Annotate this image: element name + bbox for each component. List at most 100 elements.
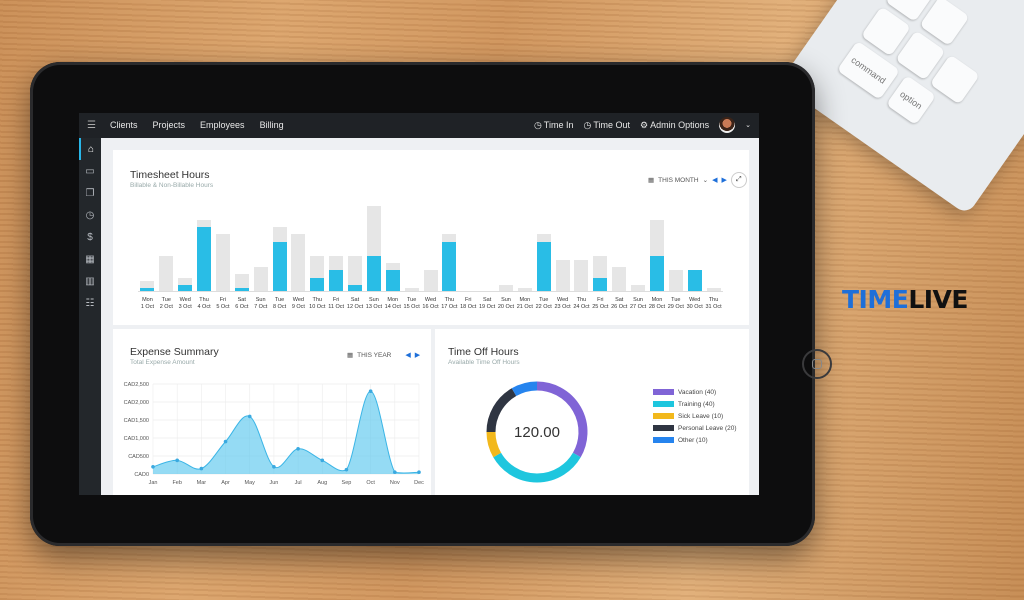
bar-billable[interactable]: [234, 288, 249, 292]
x-tick-label: Nov: [390, 480, 400, 486]
bar-non-billable[interactable]: [442, 234, 457, 242]
next-arrow-icon[interactable]: ▶: [721, 177, 727, 184]
chevron-down-icon[interactable]: ⌄: [702, 177, 709, 184]
prev-arrow-icon[interactable]: ◀: [405, 352, 411, 359]
bar-non-billable[interactable]: [159, 256, 174, 292]
bar-billable[interactable]: [593, 277, 608, 292]
donut-slice[interactable]: [493, 452, 581, 483]
bar-billable[interactable]: [329, 270, 344, 292]
bar-non-billable[interactable]: [291, 234, 306, 292]
x-tick-label: May: [245, 480, 256, 486]
folder-icon[interactable]: ▭: [85, 165, 95, 177]
bar-non-billable[interactable]: [498, 284, 513, 292]
nav-clients[interactable]: Clients: [110, 120, 138, 130]
day-label: Fri 11 Oct: [327, 297, 345, 311]
time-out-button[interactable]: ◷ Time Out: [583, 120, 630, 131]
bar-non-billable[interactable]: [348, 256, 363, 285]
day-date: 20 Oct: [497, 304, 515, 310]
calendar-icon[interactable]: ▦: [85, 253, 95, 265]
bar-billable[interactable]: [348, 284, 363, 292]
day-name: Fri: [332, 297, 340, 303]
logo-time: TIME: [842, 285, 909, 314]
legend-item[interactable]: Vacation (40): [653, 386, 737, 398]
list-icon[interactable]: ☷: [85, 297, 95, 309]
bar-non-billable[interactable]: [178, 277, 193, 285]
avatar[interactable]: [719, 117, 736, 133]
nav-employees[interactable]: Employees: [200, 120, 245, 130]
bar-billable[interactable]: [366, 256, 381, 292]
chevron-down-icon[interactable]: ⌄: [745, 122, 751, 129]
day-label: Wed 23 Oct: [554, 297, 572, 311]
bar-non-billable[interactable]: [140, 281, 155, 289]
dollar-icon[interactable]: $: [87, 231, 93, 243]
home-button[interactable]: [802, 349, 832, 379]
bar-billable[interactable]: [649, 256, 664, 292]
bar-non-billable[interactable]: [631, 284, 646, 292]
bar-billable[interactable]: [385, 270, 400, 292]
copy-icon[interactable]: ❐: [85, 187, 95, 199]
bar-billable[interactable]: [310, 277, 325, 292]
day-name: Wed: [424, 297, 437, 303]
y-tick-label: CAD500: [128, 454, 149, 460]
bar-non-billable[interactable]: [310, 256, 325, 278]
day-name: Sun: [368, 297, 379, 303]
bar-chart-icon[interactable]: ▥: [85, 275, 95, 287]
bar-non-billable[interactable]: [329, 256, 344, 271]
gear-icon: ⚙: [640, 119, 649, 130]
hamburger-icon[interactable]: ☰: [87, 120, 96, 131]
bar-non-billable[interactable]: [423, 270, 438, 292]
bar-non-billable[interactable]: [593, 256, 608, 278]
bar-non-billable[interactable]: [555, 259, 570, 292]
bar-non-billable[interactable]: [574, 259, 589, 292]
legend-item[interactable]: Training (40): [653, 398, 737, 410]
legend-swatch: [653, 437, 674, 443]
period-select[interactable]: THIS YEAR: [357, 351, 392, 359]
bar-non-billable[interactable]: [272, 227, 287, 242]
bar-non-billable[interactable]: [253, 266, 268, 292]
legend-item[interactable]: Other (10): [653, 434, 737, 446]
bar-non-billable[interactable]: [197, 220, 212, 228]
donut-slice[interactable]: [511, 381, 538, 397]
donut-slice[interactable]: [486, 431, 502, 458]
legend-item[interactable]: Sick Leave (10): [653, 410, 737, 422]
day-label: Fri 18 Oct: [459, 297, 477, 311]
bar-non-billable[interactable]: [385, 263, 400, 271]
donut-slice[interactable]: [486, 388, 517, 433]
bar-non-billable[interactable]: [536, 234, 551, 242]
bar-non-billable[interactable]: [404, 288, 419, 292]
time-in-button[interactable]: ◷ Time In: [534, 120, 574, 131]
nav-billing[interactable]: Billing: [259, 120, 284, 130]
bar-billable[interactable]: [687, 270, 702, 292]
x-tick-label: Jul: [295, 480, 302, 486]
expense-point: [175, 458, 179, 463]
period-select[interactable]: THIS MONTH: [658, 176, 699, 184]
nav-projects[interactable]: Projects: [152, 120, 186, 130]
y-tick-label: CAD1,500: [124, 418, 149, 424]
next-arrow-icon[interactable]: ▶: [414, 352, 421, 359]
expense-title: Expense Summary: [130, 346, 219, 358]
bar-non-billable[interactable]: [517, 288, 532, 292]
bar-non-billable[interactable]: [215, 234, 230, 292]
bar-billable[interactable]: [442, 241, 457, 292]
bar-billable[interactable]: [536, 241, 551, 292]
bar-billable[interactable]: [140, 288, 155, 292]
bar-non-billable[interactable]: [649, 220, 664, 256]
bar-non-billable[interactable]: [706, 288, 721, 292]
bar-billable[interactable]: [272, 241, 287, 292]
expense-point: [368, 389, 373, 393]
bar-billable[interactable]: [197, 227, 212, 292]
bar-non-billable[interactable]: [668, 270, 683, 292]
prev-arrow-icon[interactable]: ◀: [712, 177, 718, 184]
admin-options-button[interactable]: ⚙ Admin Options: [640, 120, 709, 131]
expand-icon[interactable]: ⤢: [730, 172, 747, 188]
time-out-label: Time Out: [593, 119, 631, 130]
bar-non-billable[interactable]: [612, 266, 627, 292]
legend-item[interactable]: Personal Leave (20): [653, 422, 737, 434]
home-icon[interactable]: ⌂: [79, 138, 101, 160]
bar-billable[interactable]: [178, 284, 193, 292]
day-label: Tue 22 Oct: [535, 297, 553, 311]
bar-non-billable[interactable]: [366, 205, 381, 256]
bar-non-billable[interactable]: [234, 274, 249, 289]
clock-icon[interactable]: ◷: [85, 209, 95, 221]
donut-slice[interactable]: [536, 381, 588, 458]
